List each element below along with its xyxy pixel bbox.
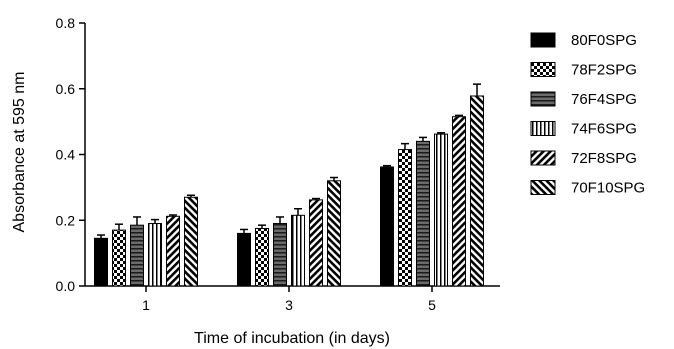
bar-76F4SPG-day-5 <box>416 140 430 287</box>
bar-72F8SPG-day-5 <box>452 116 466 287</box>
bar-80F0SPG-day-5 <box>380 166 394 287</box>
x-axis-title: Time of incubation (in days) <box>194 330 390 347</box>
bar-70F10SPG-day-5 <box>470 95 484 287</box>
legend-swatch-70F10SPG <box>530 180 556 195</box>
y-tick-label: 0.8 <box>56 15 76 31</box>
legend-label-80F0SPG: 80F0SPG <box>571 32 637 49</box>
x-tick-label: 1 <box>142 297 150 313</box>
legend-label-70F10SPG: 70F10SPG <box>571 180 645 197</box>
bar-78F2SPG-day-1 <box>112 229 126 287</box>
bar-70F10SPG-day-1 <box>184 196 198 287</box>
bar-72F8SPG-day-1 <box>166 215 180 287</box>
legend-swatch-78F2SPG <box>530 62 556 77</box>
y-tick-label: 0.6 <box>56 81 76 97</box>
bar-74F6SPG-day-5 <box>434 133 448 287</box>
bar-80F0SPG-day-1 <box>94 237 108 287</box>
legend-label-72F8SPG: 72F8SPG <box>571 150 637 167</box>
x-tick-label: 5 <box>428 297 436 313</box>
bar-74F6SPG-day-3 <box>291 214 305 287</box>
legend-swatch-76F4SPG <box>530 91 556 107</box>
bar-78F2SPG-day-5 <box>398 149 412 287</box>
y-tick-label: 0.4 <box>56 147 76 163</box>
legend-label-76F4SPG: 76F4SPG <box>571 91 637 108</box>
bar-74F6SPG-day-1 <box>148 223 162 287</box>
y-axis-title: Absorbance at 595 nm <box>11 72 28 233</box>
legend-swatch-80F0SPG <box>530 32 556 48</box>
bar-70F10SPG-day-3 <box>327 180 341 287</box>
bar-76F4SPG-day-3 <box>273 223 287 287</box>
y-tick-label: 0.2 <box>56 212 76 228</box>
bar-78F2SPG-day-3 <box>255 227 269 287</box>
bar-80F0SPG-day-3 <box>237 232 251 287</box>
x-tick-label: 3 <box>285 297 293 313</box>
legend-swatch-74F6SPG <box>530 121 556 136</box>
legend-swatch-72F8SPG <box>530 150 556 166</box>
bar-72F8SPG-day-3 <box>309 199 323 287</box>
legend-label-74F6SPG: 74F6SPG <box>571 121 637 138</box>
bar-76F4SPG-day-1 <box>130 224 144 287</box>
y-tick-label: 0.0 <box>56 278 76 294</box>
legend-label-78F2SPG: 78F2SPG <box>571 62 637 79</box>
